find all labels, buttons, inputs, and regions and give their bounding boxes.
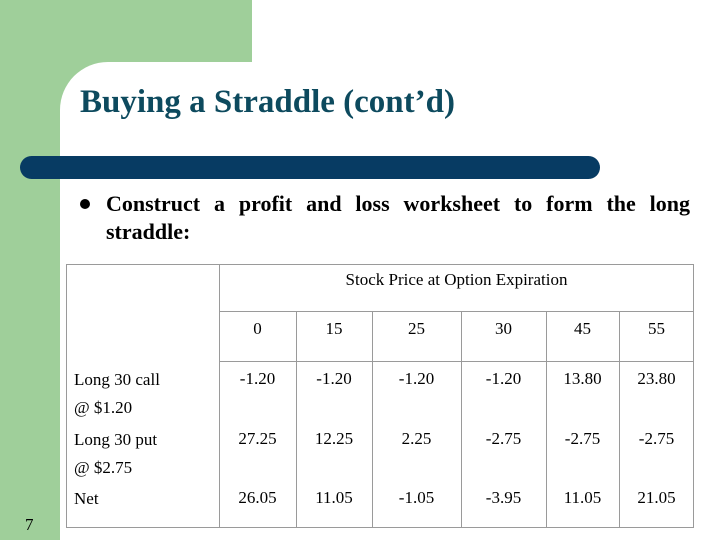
table-divider [219,361,694,362]
price-header: 45 [574,319,591,338]
table-cell: 12.25 [314,429,354,448]
table-cell: -2.75 [564,429,601,448]
table-divider [219,311,694,312]
table-cell: 11.05 [563,488,602,507]
table-cell: 13.80 [563,369,602,388]
table-cell: 2.25 [401,429,432,448]
row-label-line: Long 30 call [74,370,160,389]
slide-title: Buying a Straddle (cont’d) [80,84,455,120]
slide-panel [60,62,720,540]
table-divider [372,311,373,528]
price-header: 25 [408,319,425,338]
table-cell: -2.75 [638,429,675,448]
table-cell: -1.20 [316,369,352,388]
table-cell: -1.20 [398,369,435,388]
row-label-long-put: Long 30 put @ $2.75 [74,426,214,482]
row-label-net: Net [74,485,214,513]
title-underline-bar [20,156,600,179]
table-cell: -2.75 [485,429,522,448]
price-header: 55 [648,319,665,338]
table-divider [546,311,547,528]
table-divider [296,311,297,528]
table-cell: 21.05 [637,488,676,507]
page-number: 7 [25,515,34,534]
row-label-line: Net [74,489,99,508]
table-cell: 26.05 [238,488,277,507]
table-cell: -3.95 [485,488,522,507]
bullet-dot-icon [80,199,90,209]
table-cell: -1.20 [239,369,276,388]
price-header: 15 [325,319,343,338]
table-divider [461,311,462,528]
table-cell: 11.05 [315,488,353,507]
row-label-line: @ $2.75 [74,458,133,477]
row-label-line: Long 30 put [74,430,158,449]
row-label-line: @ $1.20 [74,398,133,417]
table-cell: 27.25 [238,429,277,448]
table-divider [219,264,220,528]
price-header: 30 [495,319,512,338]
bullet-text: Construct a profit and loss worksheet to… [106,191,690,244]
table-cell: -1.05 [398,488,435,507]
row-label-long-call: Long 30 call @ $1.20 [74,366,214,422]
pnl-table [66,264,694,528]
table-cell: -1.20 [485,369,522,388]
price-header: 0 [253,319,262,338]
table-header: Stock Price at Option Expiration [345,270,568,289]
table-cell: 23.80 [637,369,676,388]
table-divider [619,311,620,528]
